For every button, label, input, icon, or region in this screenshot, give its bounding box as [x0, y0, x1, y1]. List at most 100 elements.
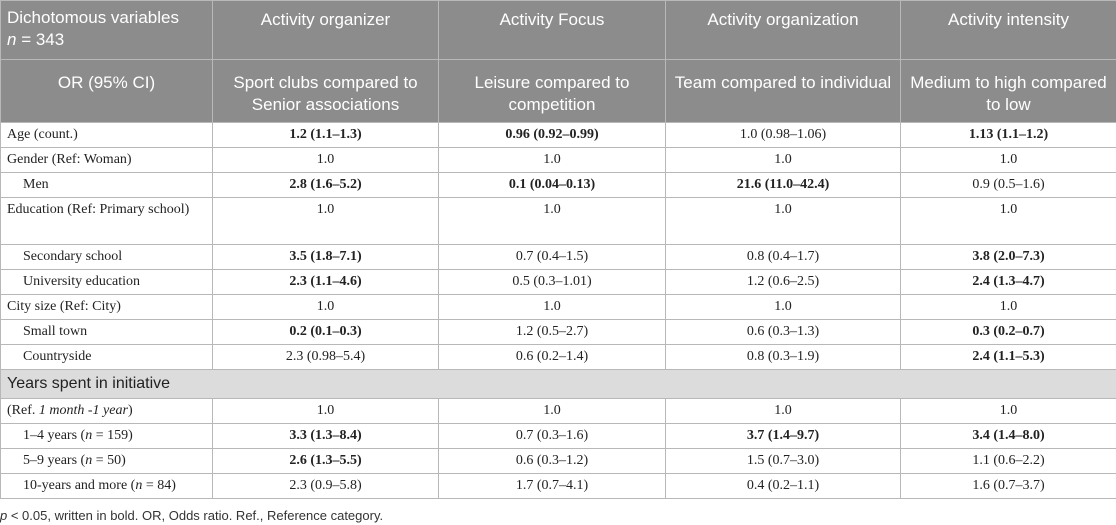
- table-cell: 3.3 (1.3–8.4): [212, 423, 439, 449]
- table-cell: 0.3 (0.2–0.7): [900, 319, 1116, 345]
- header-activity-organizer: Activity organizer: [212, 0, 439, 60]
- row-label: Secondary school: [0, 244, 213, 270]
- table-cell: 0.5 (0.3–1.01): [438, 269, 666, 295]
- header-n-symbol: n: [7, 30, 17, 49]
- table-cell: 1.0: [665, 398, 901, 424]
- table-body-years: Years spent in initiative (Ref. 1 month …: [0, 369, 1116, 424]
- table-cell: 1.5 (0.7–3.0): [665, 448, 901, 474]
- table-cell: 2.4 (1.3–4.7): [900, 269, 1116, 295]
- table-cell: 0.8 (0.3–1.9): [665, 344, 901, 370]
- table-body-year-groups: 1–4 years (n = 159) 3.3 (1.3–8.4) 0.7 (0.3…: [0, 423, 1116, 499]
- table-cell: 1.0 (0.98–1.06): [665, 122, 901, 148]
- row-label: 10-years and more (n = 84): [0, 473, 213, 499]
- table-cell: 1.7 (0.7–4.1): [438, 473, 666, 499]
- table-cell: 0.1 (0.04–0.13): [438, 172, 666, 198]
- header-variables-label: Dichotomous variables: [7, 8, 179, 27]
- table-cell: 1.0: [665, 147, 901, 173]
- table-cell: 21.6 (11.0–42.4): [665, 172, 901, 198]
- row-label: University education: [0, 269, 213, 295]
- table-cell: 1.0: [900, 294, 1116, 320]
- table-footnote: p < 0.05, written in bold. OR, Odds rati…: [0, 508, 383, 523]
- row-label: Countryside: [0, 344, 213, 370]
- table-cell: 2.3 (1.1–4.6): [212, 269, 439, 295]
- header-comparison-focus: Leisure compared to competition: [438, 59, 666, 123]
- row-label: Gender (Ref: Woman): [0, 147, 213, 173]
- footnote-text: < 0.05, written in bold. OR, Odds ratio.…: [7, 508, 384, 523]
- section-title: Years spent in initiative: [0, 369, 1116, 399]
- table-header: Dichotomous variables n = 343 Activity o…: [0, 0, 1116, 123]
- header-or-ci: OR (95% CI): [0, 59, 213, 123]
- table-row: 1–4 years (n = 159) 3.3 (1.3–8.4) 0.7 (0.3…: [0, 423, 1116, 449]
- table-cell: 0.9 (0.5–1.6): [900, 172, 1116, 198]
- table-cell: 1.0: [212, 294, 439, 320]
- table-row: Secondary school 3.5 (1.8–7.1) 0.7 (0.4–1.…: [0, 244, 1116, 270]
- table-cell: 1.0: [212, 147, 439, 173]
- row-label-n: n: [85, 453, 93, 468]
- row-label: 1–4 years (n = 159): [0, 423, 213, 449]
- table-row: Small town 0.2 (0.1–0.3) 1.2 (0.5–2.7) 0.6 …: [0, 319, 1116, 345]
- table-cell: 1.0: [900, 398, 1116, 424]
- table-row: 5–9 years (n = 50) 2.6 (1.3–5.5) 0.6 (0.3–…: [0, 448, 1116, 474]
- table-cell: 0.7 (0.3–1.6): [438, 423, 666, 449]
- row-label: Education (Ref: Primary school): [0, 197, 213, 245]
- header-row-2: OR (95% CI) Sport clubs compared to Seni…: [0, 59, 1116, 123]
- header-n-value: = 343: [16, 30, 65, 49]
- row-label: Age (count.): [0, 122, 213, 148]
- table-body-covariates: Age (count.) 1.2 (1.1–1.3) 0.96 (0.92–0.99…: [0, 122, 1116, 370]
- table-cell: 2.3 (0.9–5.8): [212, 473, 439, 499]
- header-activity-focus: Activity Focus: [438, 0, 666, 60]
- table-row-reference: (Ref. 1 month -1 year) 1.0 1.0 1.0 1.0: [0, 398, 1116, 424]
- row-label-n: n: [85, 428, 93, 443]
- row-label-pre: 1–4 years (: [23, 428, 86, 443]
- table-cell: 0.7 (0.4–1.5): [438, 244, 666, 270]
- table-cell: 3.8 (2.0–7.3): [900, 244, 1116, 270]
- header-activity-organization: Activity organization: [665, 0, 901, 60]
- table-cell: 1.2 (0.6–2.5): [665, 269, 901, 295]
- table-row: 10-years and more (n = 84) 2.3 (0.9–5.8) 1…: [0, 473, 1116, 499]
- header-variables-cell: Dichotomous variables n = 343: [0, 0, 213, 60]
- table-cell: 3.4 (1.4–8.0): [900, 423, 1116, 449]
- table-row: Age (count.) 1.2 (1.1–1.3) 0.96 (0.92–0.99…: [0, 122, 1116, 148]
- row-label-pre: 10-years and more (: [23, 478, 136, 493]
- table-cell: 1.0: [438, 197, 666, 245]
- row-label-post: = 50): [92, 453, 126, 468]
- header-comparison-organizer: Sport clubs compared to Senior associati…: [212, 59, 439, 123]
- ref-suffix: ): [127, 403, 133, 418]
- table-cell: 2.3 (0.98–5.4): [212, 344, 439, 370]
- table-cell: 1.13 (1.1–1.2): [900, 122, 1116, 148]
- table-cell: 0.6 (0.3–1.2): [438, 448, 666, 474]
- table-cell: 1.1 (0.6–2.2): [900, 448, 1116, 474]
- row-label-post: = 159): [92, 428, 133, 443]
- row-label: Men: [0, 172, 213, 198]
- section-row-years: Years spent in initiative: [0, 369, 1116, 399]
- table-cell: 1.0: [665, 197, 901, 245]
- table-cell: 0.6 (0.2–1.4): [438, 344, 666, 370]
- table-cell: 1.0: [212, 398, 439, 424]
- table-cell: 3.5 (1.8–7.1): [212, 244, 439, 270]
- table-row: Gender (Ref: Woman) 1.0 1.0 1.0 1.0: [0, 147, 1116, 173]
- row-label-n: n: [135, 478, 143, 493]
- table-cell: 1.0: [438, 398, 666, 424]
- table-cell: 2.8 (1.6–5.2): [212, 172, 439, 198]
- table-cell: 1.0: [900, 147, 1116, 173]
- table-cell: 3.7 (1.4–9.7): [665, 423, 901, 449]
- row-label-post: = 84): [142, 478, 176, 493]
- footnote-p-symbol: p: [0, 508, 8, 523]
- table-cell: 1.2 (0.5–2.7): [438, 319, 666, 345]
- table-row: University education 2.3 (1.1–4.6) 0.5 (0.…: [0, 269, 1116, 295]
- table-cell: 0.96 (0.92–0.99): [438, 122, 666, 148]
- row-label: Small town: [0, 319, 213, 345]
- table-cell: 0.4 (0.2–1.1): [665, 473, 901, 499]
- table-row: Countryside 2.3 (0.98–5.4) 0.6 (0.2–1.4) 0.…: [0, 344, 1116, 370]
- row-label: 5–9 years (n = 50): [0, 448, 213, 474]
- table-cell: 1.6 (0.7–3.7): [900, 473, 1116, 499]
- ref-prefix: (Ref.: [7, 403, 39, 418]
- header-comparison-organization: Team compared to individual: [665, 59, 901, 123]
- odds-ratio-table: Dichotomous variables n = 343 Activity o…: [0, 0, 1116, 499]
- table-cell: 1.0: [665, 294, 901, 320]
- header-row-1: Dichotomous variables n = 343 Activity o…: [0, 0, 1116, 60]
- table-cell: 2.4 (1.1–5.3): [900, 344, 1116, 370]
- table-cell: 1.0: [900, 197, 1116, 245]
- table-cell: 2.6 (1.3–5.5): [212, 448, 439, 474]
- table-cell: 0.8 (0.4–1.7): [665, 244, 901, 270]
